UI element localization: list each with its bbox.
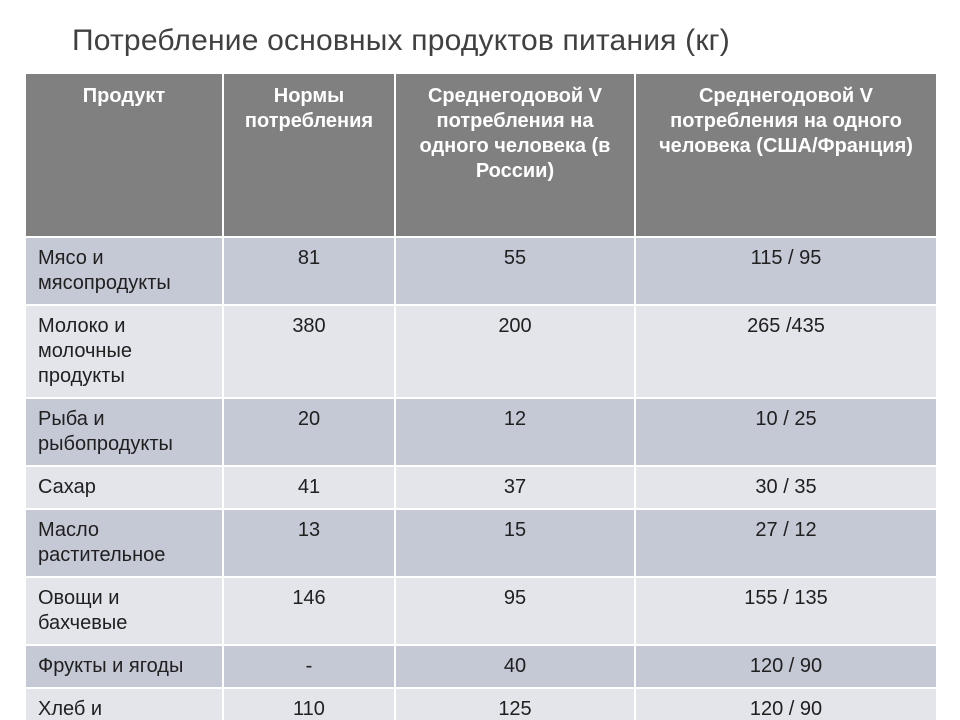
cell-norm: 13 bbox=[223, 509, 395, 577]
col-header-usa-fr: Среднегодовой V потребления на одного че… bbox=[635, 73, 937, 237]
table-row: Овощи и бахчевые 146 95 155 / 135 bbox=[25, 577, 937, 645]
cell-norm: - bbox=[223, 645, 395, 688]
table-row: Масло растительное 13 15 27 / 12 bbox=[25, 509, 937, 577]
page-title: Потребление основных продуктов питания (… bbox=[72, 24, 936, 58]
cell-product: Фрукты и ягоды bbox=[25, 645, 223, 688]
cell-russia: 55 bbox=[395, 237, 635, 305]
cell-russia: 40 bbox=[395, 645, 635, 688]
table-row: Мясо и мясопродукты 81 55 115 / 95 bbox=[25, 237, 937, 305]
cell-russia: 200 bbox=[395, 305, 635, 398]
table-row: Молоко и молочные продукты 380 200 265 /… bbox=[25, 305, 937, 398]
cell-russia: 125 bbox=[395, 688, 635, 720]
col-header-product: Продукт bbox=[25, 73, 223, 237]
cell-usa-fr: 30 / 35 bbox=[635, 466, 937, 509]
cell-russia: 95 bbox=[395, 577, 635, 645]
table-row: Хлеб и хлебопродукты 110 125 120 / 90 bbox=[25, 688, 937, 720]
cell-norm: 41 bbox=[223, 466, 395, 509]
table-body: Мясо и мясопродукты 81 55 115 / 95 Молок… bbox=[25, 237, 937, 720]
cell-product: Сахар bbox=[25, 466, 223, 509]
col-header-russia: Среднегодовой V потребления на одного че… bbox=[395, 73, 635, 237]
cell-product: Молоко и молочные продукты bbox=[25, 305, 223, 398]
cell-product: Овощи и бахчевые bbox=[25, 577, 223, 645]
table-row: Сахар 41 37 30 / 35 bbox=[25, 466, 937, 509]
cell-product: Мясо и мясопродукты bbox=[25, 237, 223, 305]
cell-product: Масло растительное bbox=[25, 509, 223, 577]
cell-norm: 380 bbox=[223, 305, 395, 398]
cell-product: Рыба и рыбопродукты bbox=[25, 398, 223, 466]
cell-norm: 146 bbox=[223, 577, 395, 645]
table-row: Фрукты и ягоды - 40 120 / 90 bbox=[25, 645, 937, 688]
col-header-norm: Нормы потребления bbox=[223, 73, 395, 237]
cell-usa-fr: 120 / 90 bbox=[635, 645, 937, 688]
cell-usa-fr: 115 / 95 bbox=[635, 237, 937, 305]
cell-russia: 12 bbox=[395, 398, 635, 466]
table-row: Рыба и рыбопродукты 20 12 10 / 25 bbox=[25, 398, 937, 466]
cell-russia: 37 bbox=[395, 466, 635, 509]
cell-norm: 81 bbox=[223, 237, 395, 305]
cell-usa-fr: 265 /435 bbox=[635, 305, 937, 398]
cell-norm: 110 bbox=[223, 688, 395, 720]
cell-usa-fr: 10 / 25 bbox=[635, 398, 937, 466]
cell-usa-fr: 155 / 135 bbox=[635, 577, 937, 645]
cell-russia: 15 bbox=[395, 509, 635, 577]
table-header-row: Продукт Нормы потребления Среднегодовой … bbox=[25, 73, 937, 237]
cell-norm: 20 bbox=[223, 398, 395, 466]
slide: Потребление основных продуктов питания (… bbox=[0, 0, 960, 720]
cell-usa-fr: 120 / 90 bbox=[635, 688, 937, 720]
cell-usa-fr: 27 / 12 bbox=[635, 509, 937, 577]
consumption-table: Продукт Нормы потребления Среднегодовой … bbox=[24, 72, 938, 720]
cell-product: Хлеб и хлебопродукты bbox=[25, 688, 223, 720]
